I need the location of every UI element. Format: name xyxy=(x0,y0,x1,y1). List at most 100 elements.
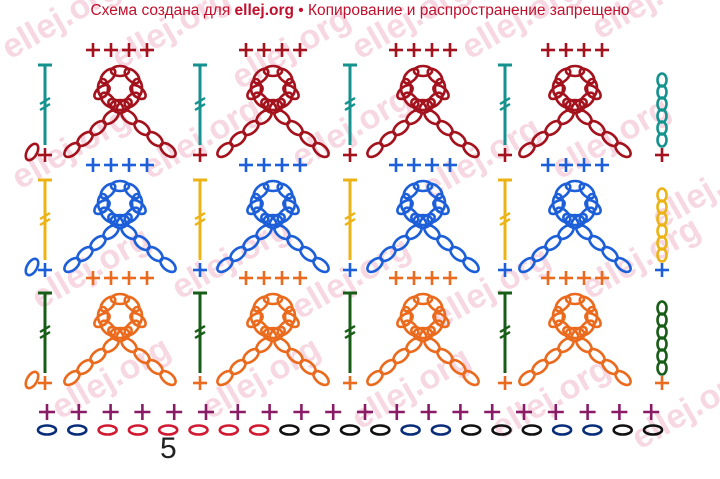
edge-chain xyxy=(656,132,668,148)
foundation-chain xyxy=(460,424,482,436)
single-crochet-symbol xyxy=(389,43,403,57)
ring-chain xyxy=(123,319,141,337)
leg-chain xyxy=(312,141,330,159)
single-crochet-symbol xyxy=(275,43,289,57)
single-crochet-symbol xyxy=(452,404,469,420)
ring-chain xyxy=(252,206,270,224)
leg-chain xyxy=(366,256,384,274)
single-crochet-symbol xyxy=(140,158,154,172)
leg-chain xyxy=(63,141,81,159)
ring-chain xyxy=(123,206,141,224)
ring-chain xyxy=(99,67,117,85)
single-crochet-symbol xyxy=(293,271,307,285)
double-crochet-symbol xyxy=(343,178,357,260)
ring-chain xyxy=(578,295,596,313)
leg-chain xyxy=(366,369,384,387)
arm-chain xyxy=(548,311,566,329)
foundation-chain xyxy=(248,424,270,436)
ring-chain xyxy=(554,295,572,313)
foundation-chain xyxy=(279,424,300,436)
leg-chain xyxy=(462,141,480,159)
arm-chain xyxy=(246,83,264,101)
ring-chain xyxy=(426,67,444,85)
single-crochet-symbol xyxy=(516,404,532,420)
arm-chain xyxy=(282,311,300,329)
double-crochet-symbol xyxy=(343,291,357,373)
double-crochet-symbol xyxy=(193,178,207,260)
single-crochet-symbol xyxy=(166,404,183,420)
ring-chain xyxy=(252,295,270,313)
ring-chain xyxy=(412,98,434,112)
leg-chain xyxy=(518,256,536,274)
leg-chain xyxy=(216,256,234,274)
crochet-motif xyxy=(518,43,632,159)
ring-chain xyxy=(402,319,420,337)
single-crochet-symbol xyxy=(38,376,52,390)
single-crochet-symbol xyxy=(293,158,307,172)
edge-chain xyxy=(656,360,668,376)
watermark-text: ellej.org xyxy=(575,209,707,307)
single-crochet-symbol xyxy=(122,271,136,285)
arm-chain xyxy=(396,311,414,329)
ring-chain xyxy=(276,295,294,313)
arm-chain xyxy=(93,83,111,101)
foundation-chain xyxy=(127,424,149,436)
single-crochet-symbol xyxy=(577,271,591,285)
ring-chain xyxy=(554,319,572,337)
ring-chain xyxy=(412,213,434,227)
leg-chain xyxy=(423,108,441,126)
foundation-chain xyxy=(188,424,209,436)
foundation-chain xyxy=(218,424,240,436)
leg-chain xyxy=(518,369,536,387)
ring-chain xyxy=(554,206,572,224)
single-crochet-symbol xyxy=(389,271,403,285)
single-crochet-symbol xyxy=(104,271,118,285)
single-crochet-symbol xyxy=(275,158,289,172)
single-crochet-symbol xyxy=(420,404,437,420)
leg-chain xyxy=(312,256,330,274)
header-site-link[interactable]: ellej.org xyxy=(234,2,294,19)
ring-chain xyxy=(109,179,131,193)
leg-chain xyxy=(216,141,234,159)
leg-chain xyxy=(557,108,575,126)
single-crochet-symbol xyxy=(86,271,100,285)
ring-chain xyxy=(276,206,294,224)
ring-chain xyxy=(99,91,117,109)
leg-chain xyxy=(366,141,384,159)
foundation-chain xyxy=(369,424,391,436)
leg-chain xyxy=(133,119,151,137)
watermark-text: ellej.org xyxy=(345,339,477,437)
ring-chain xyxy=(123,67,141,85)
foundation-chain xyxy=(339,424,361,436)
leg-chain xyxy=(405,223,423,241)
crochet-motif xyxy=(216,43,330,159)
single-crochet-symbol xyxy=(140,43,154,57)
crochet-motif xyxy=(366,158,480,274)
ring-chain xyxy=(554,67,572,85)
single-crochet-symbol xyxy=(559,158,573,172)
ring-chain xyxy=(262,326,284,340)
double-crochet-symbol xyxy=(193,291,207,373)
single-crochet-symbol xyxy=(388,404,405,420)
single-crochet-symbol xyxy=(357,404,373,420)
single-crochet-symbol xyxy=(484,404,501,420)
single-crochet-symbol xyxy=(498,263,512,277)
crochet-motif xyxy=(518,158,632,274)
leg-chain xyxy=(575,223,593,241)
arm-chain xyxy=(432,311,450,329)
leg-chain xyxy=(63,369,81,387)
page-number: 5 xyxy=(160,432,177,465)
arm-chain xyxy=(432,198,450,216)
ring-chain xyxy=(578,67,596,85)
single-crochet-symbol xyxy=(38,148,52,162)
single-crochet-symbol xyxy=(257,158,271,172)
single-crochet-symbol xyxy=(343,263,357,277)
double-crochet-symbol xyxy=(498,63,512,145)
leg-chain xyxy=(423,336,441,354)
foundation-chain xyxy=(612,424,634,436)
arm-chain xyxy=(93,311,111,329)
arm-chain xyxy=(246,311,264,329)
single-crochet-symbol xyxy=(38,263,52,277)
single-crochet-symbol xyxy=(595,43,609,57)
header-suffix: • Копирование и распространение запрещен… xyxy=(293,2,630,19)
